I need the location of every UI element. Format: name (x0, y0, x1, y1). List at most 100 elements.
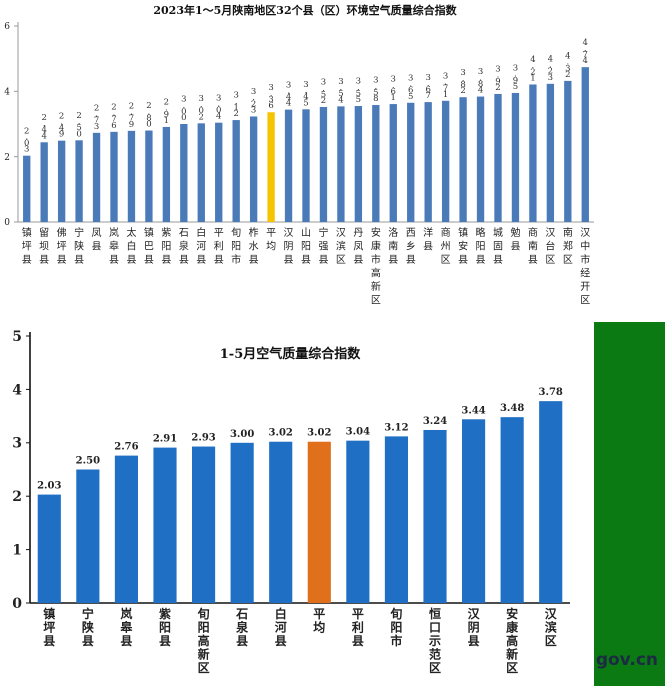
bar (284, 109, 293, 222)
bar (197, 123, 205, 222)
bar-value-label: . (322, 84, 325, 94)
bar (269, 441, 293, 603)
x-category-label: 坪 (43, 621, 55, 635)
y-tick-label: 2 (12, 489, 22, 505)
bar-value-label: 2 (199, 112, 204, 122)
bar (423, 429, 447, 603)
x-category-label: 坪 (22, 240, 32, 253)
x-category-label: 镇 (144, 226, 154, 239)
bar-value-label: 3 (181, 95, 186, 105)
bar (302, 109, 310, 222)
bar (57, 140, 66, 222)
bar-value-label: 4 (41, 131, 46, 141)
bar-value-label: 7 (129, 114, 134, 124)
bar (23, 155, 31, 222)
bar-value-label: 5 (408, 92, 413, 102)
bar-value-label: . (532, 61, 535, 71)
x-category-label: 县 (196, 254, 206, 266)
bar (192, 446, 216, 603)
x-category-label: 高 (198, 633, 210, 648)
x-category-label: 汉 (545, 227, 555, 239)
bar (500, 417, 524, 603)
bar (511, 92, 520, 222)
bar-value-label: 5 (303, 98, 308, 108)
bar-value-label: 2 (548, 67, 553, 77)
bar-value-label: 5 (513, 82, 518, 92)
bar (92, 132, 101, 222)
x-category-label: 柞 (249, 226, 259, 239)
bar-value-label: . (584, 44, 587, 54)
bar (267, 112, 275, 222)
x-category-label: 区 (336, 254, 346, 266)
bar-value-label: . (497, 71, 500, 81)
bar-value-label: 0 (76, 129, 81, 139)
bar-value-label: 2 (146, 101, 151, 111)
bar-value-label: 9 (513, 76, 518, 86)
x-category-label: 阳 (390, 620, 402, 635)
x-category-label: 太 (126, 226, 136, 239)
x-category-label: 巴 (144, 241, 154, 253)
bar-value-label: . (566, 58, 569, 68)
x-category-label: 镇 (22, 226, 32, 239)
bar-value-label: 3.00 (230, 429, 254, 440)
x-category-label: 勉 (510, 226, 520, 239)
x-category-label: 陕 (74, 240, 84, 253)
bar-value-label: 4 (338, 95, 343, 105)
bar-value-label: 9 (59, 130, 64, 140)
x-category-label: 汉 (468, 606, 481, 621)
x-category-label: 利 (214, 241, 224, 253)
bar (441, 100, 450, 222)
x-category-label: 县 (126, 254, 136, 266)
bar (230, 442, 254, 603)
bar-value-label: 3 (286, 80, 291, 90)
x-category-label: 范 (429, 647, 441, 662)
x-category-label: 县 (423, 241, 433, 253)
bar (162, 126, 171, 222)
site-watermark: gov.cn (595, 650, 658, 670)
bar-value-label: 3 (513, 64, 518, 74)
x-category-label: 县 (249, 254, 259, 266)
bar-value-label: 2 (24, 126, 29, 136)
bar-value-label: 3 (303, 80, 308, 90)
bar (529, 84, 537, 223)
bar-value-label: . (514, 70, 517, 80)
x-category-label: 平 (313, 607, 325, 621)
y-tick-label: 4 (4, 87, 10, 97)
bar-value-label: . (462, 74, 465, 84)
bar-value-label: 2.91 (153, 434, 177, 445)
x-category-label: 新 (198, 647, 210, 662)
x-category-label: 石 (179, 228, 189, 239)
x-category-label: 口 (429, 621, 441, 635)
bar (581, 67, 589, 222)
x-category-label: 高 (371, 267, 381, 280)
bar-value-label: 2.76 (114, 442, 138, 453)
bar-value-label: 0 (199, 106, 204, 116)
bar-value-label: 3.44 (461, 405, 485, 416)
x-category-label: 安 (371, 226, 381, 239)
bar-value-label: 5 (76, 123, 81, 133)
x-category-label: 县 (161, 254, 171, 266)
x-category-label: 安 (506, 606, 518, 621)
bar (372, 105, 380, 222)
bar-value-label: 4 (583, 38, 588, 48)
bar-value-label: 3.24 (423, 416, 447, 427)
x-category-label: 县 (458, 254, 468, 266)
bar-value-label: 8 (478, 79, 483, 89)
x-category-label: 县 (144, 254, 154, 266)
bar (215, 122, 223, 222)
x-category-label: 县 (92, 241, 102, 253)
x-category-label: 示 (428, 634, 441, 648)
bar-value-label: 1 (443, 90, 448, 100)
x-category-label: 县 (43, 634, 55, 648)
x-category-label: 凤 (92, 227, 102, 239)
x-category-label: 坝 (39, 241, 49, 253)
x-category-label: 州 (441, 241, 451, 253)
bar-value-label: . (113, 109, 116, 119)
bar-value-label: 2 (94, 103, 99, 113)
bar-value-label: 2.03 (37, 481, 61, 492)
bar-value-label: . (549, 61, 552, 71)
bar (180, 124, 188, 222)
bar-value-label: 4 (286, 99, 291, 109)
x-category-label: 紫 (161, 227, 171, 239)
x-category-label: 阳 (231, 241, 241, 253)
